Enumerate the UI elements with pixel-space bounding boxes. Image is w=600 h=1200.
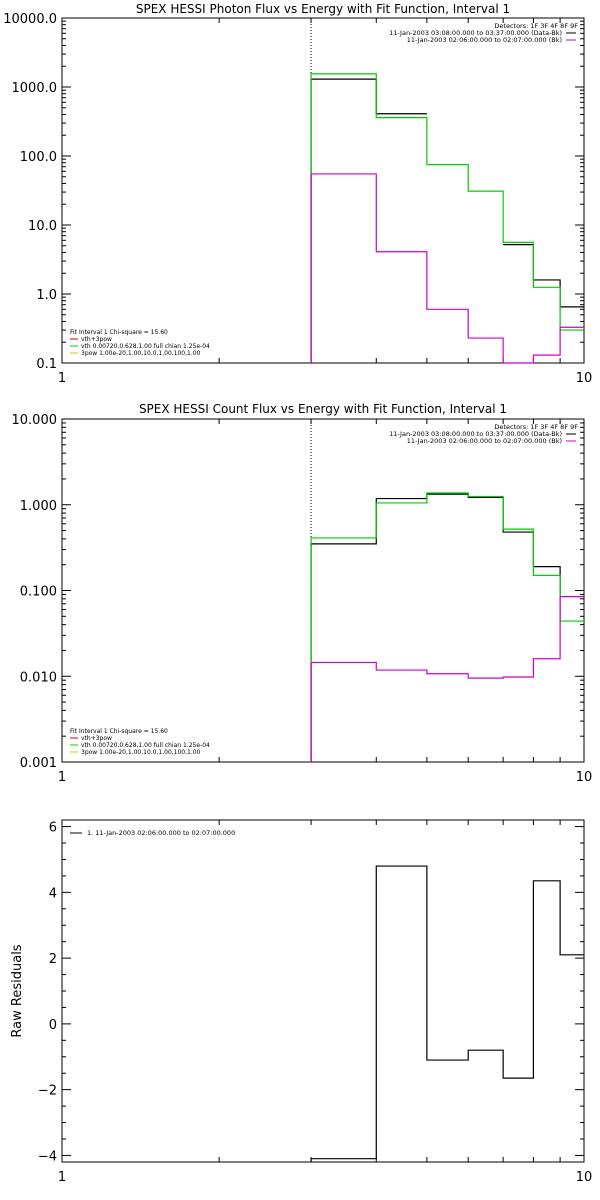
legend-label-1-0: 11-Jan-2003 03:08:00.000 to 03:37:00.000…: [389, 430, 562, 438]
legend-label-1-1: 11-Jan-2003 02:06:00.000 to 02:07:00.000…: [407, 437, 562, 445]
legend-label-0-1: 11-Jan-2003 02:06:00.000 to 02:07:00.000…: [407, 36, 562, 44]
series-line-1-2: [310, 595, 584, 762]
y-tick-label-1-2: 0.100: [20, 585, 57, 600]
x-tick-label-0-0: 1: [58, 371, 66, 386]
y-tick-label-0-0: 0.1: [36, 357, 57, 372]
fit-legend-label-0-3: 3pow 1.00e-20,1.00,10.0,1.00,100,1.00: [81, 350, 201, 357]
plot-frame-1: [61, 418, 585, 763]
plot-frame-0: [61, 17, 585, 364]
y-tick-label-2-0: −4: [38, 1149, 57, 1164]
x-tick-label-2-1: 10: [576, 1170, 593, 1185]
y-tick-label-0-3: 100.0: [20, 150, 57, 165]
fit-legend-label-1-3: 3pow 1.00e-20,1.00,10.0,1.00,100,1.00: [81, 749, 201, 756]
legend-label-2-0: 1. 11-Jan-2003 02:06:00.000 to 02:07:00.…: [87, 829, 235, 837]
y-tick-label-2-5: 6: [49, 821, 57, 836]
y-tick-label-2-2: 0: [49, 1018, 57, 1033]
series-line-0-0: [310, 78, 584, 363]
y-tick-label-2-3: 2: [49, 952, 57, 967]
y-tick-label-0-5: 10000.0: [3, 12, 57, 27]
x-tick-label-0-1: 10: [576, 371, 593, 386]
chart-title-0: SPEX HESSI Photon Flux vs Energy with Fi…: [136, 2, 510, 16]
y-tick-label-1-0: 0.001: [20, 756, 57, 771]
plot-frame-2: [61, 819, 585, 1163]
series-line-0-2: [310, 173, 584, 364]
fit-legend-label-1-2: vth 0.00720,0.628,1.00 full chian 1.25e-…: [81, 742, 210, 749]
x-tick-label-1-1: 10: [576, 770, 593, 785]
y-axis-label-2: Raw Residuals: [10, 944, 25, 1037]
chart-title-1: SPEX HESSI Count Flux vs Energy with Fit…: [139, 402, 507, 416]
y-tick-label-1-1: 0.010: [20, 670, 57, 685]
series-line-0-1: [310, 73, 584, 363]
detectors-label-0: Detectors: 1F 3F 4F 8F 9F: [494, 22, 578, 30]
x-tick-label-2-0: 1: [58, 1170, 66, 1185]
y-tick-label-2-4: 4: [49, 886, 57, 901]
y-tick-label-0-4: 1000.0: [12, 81, 58, 96]
y-tick-label-1-3: 1.000: [20, 499, 57, 514]
legend-label-0-0: 11-Jan-2003 03:08:00.000 to 03:37:00.000…: [389, 29, 562, 37]
y-tick-label-0-2: 10.0: [28, 219, 57, 234]
fit-legend-label-0-1: vth+3pow: [81, 336, 112, 343]
detectors-label-1: Detectors: 1F 3F 4F 8F 9F: [494, 423, 578, 431]
series-line-1-1: [310, 492, 584, 762]
y-tick-label-0-1: 1.0: [36, 288, 57, 303]
y-tick-label-2-1: −2: [38, 1084, 57, 1099]
series-line-2-0: [310, 865, 584, 1162]
fit-legend-header-1: Fit Interval 1 Chi-square = 15.60: [70, 728, 168, 735]
fit-legend-header-0: Fit Interval 1 Chi-square = 15.60: [70, 329, 168, 336]
x-tick-label-1-0: 1: [58, 770, 66, 785]
fit-legend-label-1-1: vth+3pow: [81, 735, 112, 742]
y-tick-label-1-4: 10.000: [12, 413, 58, 428]
fit-legend-label-0-2: vth 0.00720,0.628,1.00 full chian 1.25e-…: [81, 343, 210, 350]
series-line-1-0: [310, 493, 584, 762]
